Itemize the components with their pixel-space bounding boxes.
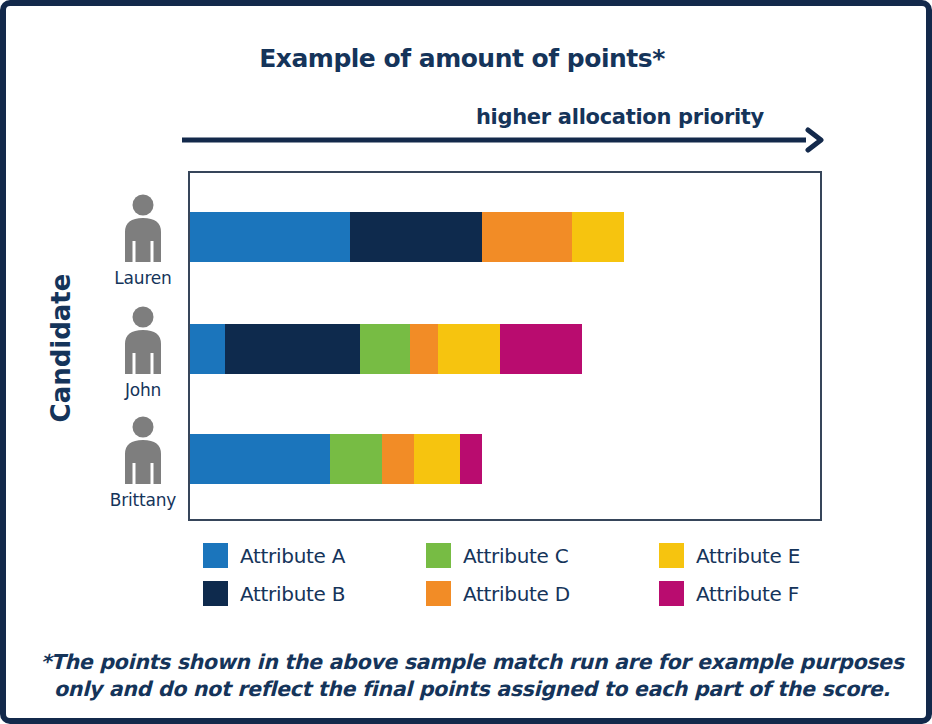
legend-swatch-attribute-c [426, 543, 451, 568]
bar-john [190, 324, 582, 374]
bar-lauren [190, 212, 624, 262]
candidate-name-lauren: Lauren [88, 268, 198, 288]
y-axis-label: Candidate [46, 228, 76, 468]
candidate-john: John [88, 306, 198, 400]
legend-item-attribute-b: Attribute B [203, 581, 345, 606]
candidate-name-brittany: Brittany [88, 490, 198, 510]
candidate-brittany: Brittany [88, 416, 198, 510]
legend-label-attribute-c: Attribute C [463, 544, 568, 568]
person-icon [115, 416, 171, 484]
person-icon [115, 194, 171, 262]
chart-title: Example of amount of points* [6, 44, 918, 73]
legend-item-attribute-a: Attribute A [203, 543, 345, 568]
legend-label-attribute-b: Attribute B [240, 582, 345, 606]
legend-item-attribute-e: Attribute E [659, 543, 800, 568]
bar-segment-john-attribute-a [190, 324, 225, 374]
legend-swatch-attribute-a [203, 543, 228, 568]
legend-label-attribute-f: Attribute F [696, 582, 799, 606]
bar-segment-john-attribute-e [438, 324, 500, 374]
bar-segment-brittany-attribute-a [190, 434, 330, 484]
bar-segment-lauren-attribute-a [190, 212, 350, 262]
right-arrow-icon [180, 127, 826, 153]
legend-swatch-attribute-d [426, 581, 451, 606]
legend-label-attribute-e: Attribute E [696, 544, 800, 568]
bar-segment-brittany-attribute-c [330, 434, 382, 484]
plot-area [188, 171, 822, 521]
bar-segment-john-attribute-f [500, 324, 582, 374]
arrow-label: higher allocation priority [476, 105, 764, 129]
bar-segment-lauren-attribute-d [482, 212, 572, 262]
legend-swatch-attribute-b [203, 581, 228, 606]
candidate-name-john: John [88, 380, 198, 400]
legend-item-attribute-f: Attribute F [659, 581, 799, 606]
bar-segment-brittany-attribute-d [382, 434, 414, 484]
footnote: *The points shown in the above sample ma… [6, 649, 932, 703]
footnote-line-2: only and do not reflect the final points… [6, 676, 932, 703]
bar-segment-john-attribute-d [410, 324, 438, 374]
bar-brittany [190, 434, 482, 484]
bar-segment-lauren-attribute-b [350, 212, 482, 262]
bar-segment-lauren-attribute-e [572, 212, 624, 262]
infographic-frame: Example of amount of points* higher allo… [0, 0, 932, 724]
legend-swatch-attribute-e [659, 543, 684, 568]
legend-item-attribute-d: Attribute D [426, 581, 570, 606]
legend-label-attribute-a: Attribute A [240, 544, 345, 568]
legend-swatch-attribute-f [659, 581, 684, 606]
bar-segment-john-attribute-c [360, 324, 410, 374]
person-icon [115, 306, 171, 374]
bar-segment-john-attribute-b [225, 324, 360, 374]
legend-item-attribute-c: Attribute C [426, 543, 568, 568]
footnote-line-1: *The points shown in the above sample ma… [6, 649, 932, 676]
bar-segment-brittany-attribute-f [460, 434, 482, 484]
legend-label-attribute-d: Attribute D [463, 582, 570, 606]
candidate-lauren: Lauren [88, 194, 198, 288]
bar-segment-brittany-attribute-e [414, 434, 460, 484]
